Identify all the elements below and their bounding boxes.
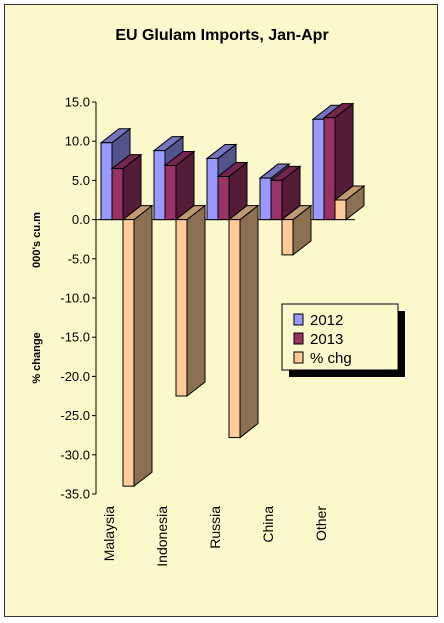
- y-axis: 15.0 10.0 5.0 0.0 -5.0 -10.0 -15.0 -20.0 -25.0 -3…: [60, 95, 97, 502]
- y-tick-label: -20.0: [60, 369, 90, 384]
- bar-chg-russia: [227, 204, 260, 439]
- category-label-other: Other: [313, 506, 329, 541]
- y-tick-label: 0.0: [72, 212, 90, 227]
- bar-side: [239, 204, 259, 439]
- y-tick-label: -5.0: [68, 251, 90, 266]
- bar-2013-indonesia: [163, 150, 196, 221]
- bar-front: [281, 219, 294, 256]
- bar-chg-china: [280, 204, 313, 256]
- bar-2013-russia: [216, 161, 249, 221]
- legend-swatch: [293, 332, 304, 345]
- legend-label: % chg: [310, 350, 352, 367]
- bar-front: [111, 168, 124, 221]
- category-label-russia: Russia: [207, 506, 223, 549]
- chart-title: EU Glulam Imports, Jan-Apr: [115, 27, 328, 44]
- legend-label: 2013: [310, 331, 343, 348]
- plot-area: [96, 102, 366, 488]
- bar-front: [175, 219, 188, 397]
- bar-side: [133, 204, 153, 488]
- bar-front: [270, 179, 283, 221]
- y-tick-label: 15.0: [65, 95, 90, 110]
- y-tick-label: -25.0: [60, 408, 90, 423]
- y-tick-label: -10.0: [60, 291, 90, 306]
- bar-front: [323, 117, 336, 221]
- y-tick-label: -35.0: [60, 487, 90, 502]
- legend-label: 2012: [310, 312, 343, 329]
- bar-front: [100, 142, 113, 221]
- y-axis-label-top: 000's cu.m: [31, 212, 43, 268]
- legend-swatch: [293, 351, 304, 364]
- bar-front: [312, 118, 325, 221]
- bar-front: [259, 177, 272, 221]
- bar-front: [334, 199, 347, 221]
- y-tick-label: -15.0: [60, 330, 90, 345]
- legend-swatch: [293, 313, 304, 326]
- bar-2013-malaysia: [110, 153, 143, 221]
- bar-front: [206, 157, 219, 221]
- bar-front: [228, 219, 241, 439]
- bar-chg-other: [333, 184, 366, 221]
- bar-side: [186, 204, 206, 398]
- bar-chg-indonesia: [174, 204, 207, 398]
- bar-front: [153, 150, 166, 221]
- bar-chg-malaysia: [121, 204, 154, 488]
- category-label-indonesia: Indonesia: [154, 506, 170, 567]
- category-label-malaysia: Malaysia: [101, 506, 117, 561]
- x-axis: Malaysia Indonesia Russia China Other: [101, 506, 329, 567]
- y-axis-label-bottom: % change: [31, 332, 43, 383]
- bar-2013-china: [269, 165, 302, 221]
- y-tick-label: 5.0: [72, 173, 90, 188]
- category-label-china: China: [260, 506, 276, 543]
- y-tick-label: -30.0: [60, 447, 90, 462]
- bar-front: [122, 219, 135, 487]
- y-tick-label: 10.0: [65, 134, 90, 149]
- bar-front: [217, 175, 230, 221]
- bar-front: [164, 165, 177, 221]
- legend: 2012 2013 % chg: [281, 303, 405, 377]
